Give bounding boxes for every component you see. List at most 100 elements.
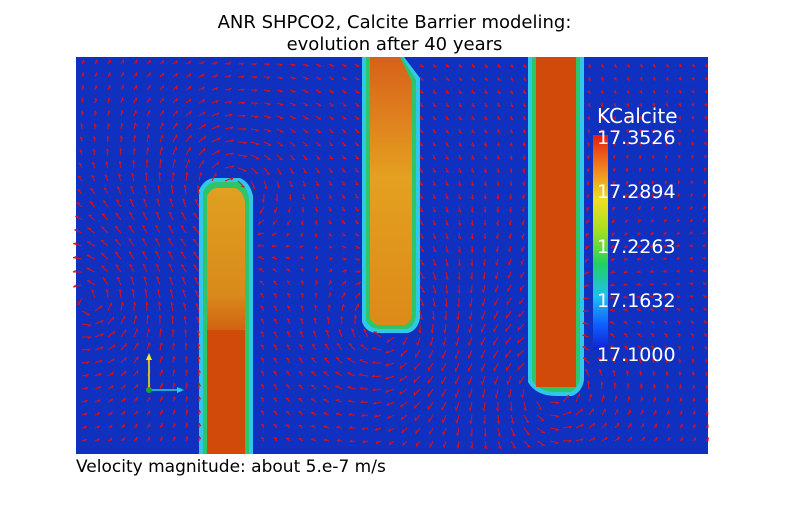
velocity-vector-head — [110, 437, 113, 442]
velocity-vector-head — [161, 369, 164, 374]
velocity-vector-head — [495, 222, 499, 226]
velocity-vector-head — [586, 181, 589, 186]
velocity-vector-head — [665, 358, 669, 362]
velocity-vector-head — [704, 333, 708, 337]
velocity-vector-head — [171, 315, 175, 319]
velocity-vector — [193, 264, 200, 273]
velocity-caption: Velocity magnitude: about 5.e-7 m/s — [76, 457, 386, 477]
velocity-vector — [86, 280, 96, 286]
velocity-vector-head — [160, 342, 163, 346]
velocity-vector-head — [93, 136, 97, 140]
velocity-vector — [484, 427, 487, 437]
velocity-vector — [497, 414, 500, 424]
velocity-vector-head — [526, 445, 531, 448]
velocity-vector-head — [470, 157, 475, 160]
velocity-vector-head — [88, 214, 92, 216]
velocity-vector — [128, 225, 135, 234]
velocity-vector-head — [665, 116, 668, 120]
velocity-vector — [146, 342, 150, 351]
velocity-vector-head — [420, 263, 425, 266]
velocity-vector — [299, 330, 304, 338]
velocity-vector — [276, 180, 281, 189]
velocity-vector-head — [329, 292, 332, 296]
velocity-vector-head — [691, 64, 695, 68]
velocity-vector-head — [677, 155, 680, 159]
velocity-vector-head — [336, 425, 340, 428]
velocity-vector — [289, 180, 294, 188]
velocity-vector-head — [521, 208, 524, 213]
velocity-vector-head — [202, 99, 206, 103]
velocity-vector-head — [526, 433, 530, 436]
velocity-vector-head — [358, 373, 363, 376]
velocity-vector-head — [267, 103, 271, 106]
velocity-vector — [104, 174, 109, 182]
velocity-vector — [562, 425, 572, 429]
velocity-vector-head — [445, 131, 450, 134]
velocity-vector — [159, 134, 163, 143]
velocity-vector — [340, 316, 343, 325]
velocity-vector-head — [457, 290, 460, 294]
velocity-vector-head — [129, 263, 133, 267]
velocity-vector-head — [639, 77, 643, 81]
velocity-vector — [198, 147, 206, 156]
velocity-vector — [323, 385, 330, 390]
velocity-vector-head — [639, 116, 642, 120]
velocity-vector-field — [72, 59, 709, 450]
velocity-vector-head — [522, 91, 527, 95]
velocity-vector — [198, 111, 206, 117]
velocity-vector-head — [705, 358, 708, 363]
velocity-vector-head — [316, 255, 319, 260]
velocity-vector — [562, 394, 569, 403]
velocity-vector-head — [290, 171, 295, 175]
velocity-vector-head — [469, 303, 472, 307]
velocity-vector-head — [142, 263, 146, 267]
velocity-vector — [419, 258, 425, 266]
velocity-vector — [413, 388, 421, 396]
velocity-vector-head — [665, 103, 669, 107]
velocity-vector — [336, 343, 343, 351]
velocity-vector-head — [664, 155, 667, 159]
velocity-vector — [469, 323, 473, 333]
velocity-vector — [211, 87, 219, 91]
velocity-vector-head — [273, 331, 278, 334]
velocity-vector-head — [420, 105, 424, 108]
velocity-vector — [348, 343, 356, 351]
velocity-vector-head — [114, 251, 119, 254]
velocity-vector — [312, 330, 317, 338]
velocity-vector-head — [161, 146, 164, 151]
velocity-vector — [197, 185, 200, 195]
velocity-vector — [348, 400, 356, 403]
velocity-vector — [141, 225, 148, 234]
velocity-vector — [224, 113, 233, 117]
velocity-vector-head — [82, 72, 85, 76]
velocity-vector-head — [495, 407, 499, 412]
velocity-vector-head — [228, 87, 232, 91]
velocity-vector — [211, 124, 220, 130]
velocity-vector-head — [494, 381, 496, 385]
velocity-vector-head — [83, 59, 85, 64]
velocity-vector — [224, 165, 234, 169]
velocity-vector-head — [257, 243, 262, 247]
velocity-vector-head — [676, 308, 681, 310]
velocity-vector — [507, 375, 512, 385]
velocity-vector — [118, 160, 122, 169]
velocity-vector-head — [495, 262, 498, 266]
velocity-vector-head — [623, 308, 627, 311]
velocity-vector-head — [84, 412, 88, 417]
velocity-vector-head — [175, 72, 178, 77]
velocity-vector-head — [586, 155, 590, 160]
velocity-vector-head — [329, 170, 333, 173]
velocity-vector-head — [110, 398, 114, 402]
velocity-vector-head — [243, 170, 247, 172]
velocity-vector-head — [141, 224, 146, 228]
velocity-vector — [372, 347, 382, 351]
velocity-vector-head — [636, 295, 641, 298]
velocity-vector-head — [258, 256, 262, 258]
velocity-vector-head — [484, 104, 488, 108]
velocity-vector-head — [360, 400, 364, 403]
velocity-vector-head — [336, 438, 341, 442]
velocity-vector-head — [373, 331, 378, 333]
velocity-vector — [371, 375, 382, 378]
velocity-vector — [172, 159, 176, 169]
velocity-vector — [90, 175, 96, 182]
